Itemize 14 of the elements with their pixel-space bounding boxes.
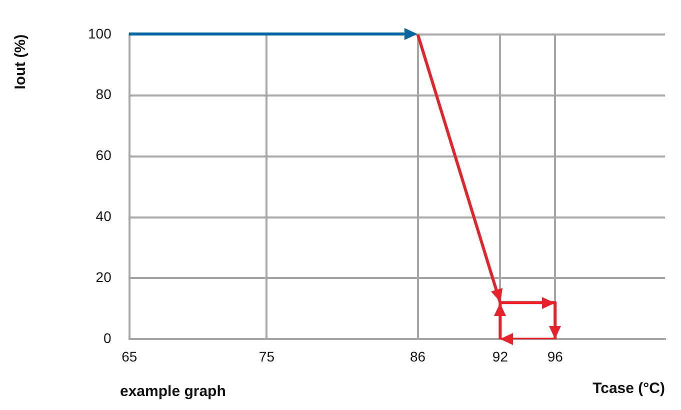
x-axis-title: Tcase (°C) <box>592 380 665 398</box>
y-tick-label: 40 <box>96 208 112 224</box>
y-tick-label: 100 <box>88 25 112 42</box>
x-tick-label: 96 <box>547 348 564 364</box>
y-tick-label: 0 <box>104 330 112 346</box>
x-tick-label: 75 <box>258 348 275 364</box>
x-tick-label: 65 <box>122 348 138 364</box>
y-tick-label: 20 <box>96 269 112 286</box>
text: example graph <box>120 383 226 400</box>
x-tick-label: 86 <box>410 348 426 364</box>
y-tick-label: 80 <box>96 86 112 102</box>
y-tick-label: 60 <box>96 147 112 164</box>
x-tick-label: 92 <box>492 348 508 364</box>
y-axis-title: Iout (%) <box>12 34 30 90</box>
